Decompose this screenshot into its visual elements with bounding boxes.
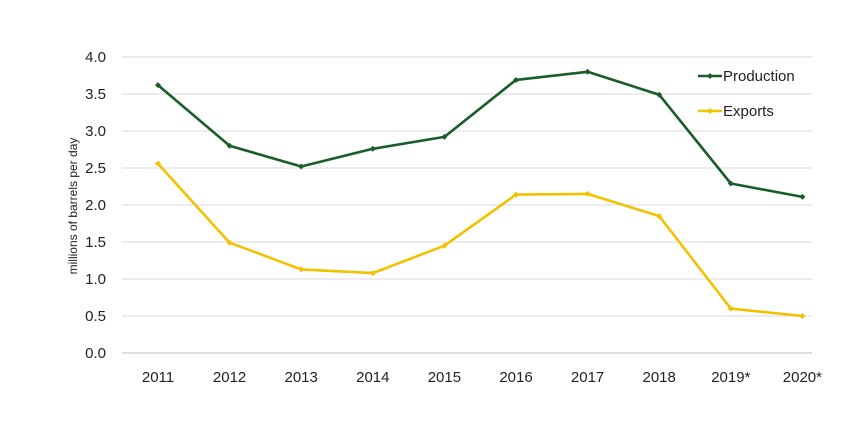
x-tick-label: 2020*	[783, 369, 822, 386]
production-point	[656, 91, 663, 98]
exports-point	[369, 270, 376, 277]
production-point	[369, 145, 376, 152]
x-tick-label: 2016	[499, 369, 532, 386]
y-tick-label: 3.5	[85, 86, 106, 103]
x-tick-label: 2017	[571, 369, 604, 386]
x-axis-ticks: 2011 2012 2013 2014 2015 2016 2017 2018 2019* 202…	[142, 369, 822, 386]
production-point	[727, 180, 734, 187]
production-point	[298, 163, 305, 170]
series-production	[155, 68, 806, 200]
series	[155, 68, 806, 319]
y-tick-label: 0.0	[85, 345, 106, 362]
legend-item-exports: Exports	[698, 103, 774, 120]
exports-point	[799, 313, 806, 319]
y-tick-label: 2.0	[85, 197, 106, 214]
exports-point	[155, 160, 161, 167]
production-point	[155, 82, 161, 89]
y-tick-label: 3.0	[85, 123, 106, 140]
legend-label: Production	[723, 68, 795, 85]
legend-marker	[707, 73, 713, 79]
x-tick-label: 2015	[428, 369, 461, 386]
production-point	[441, 133, 448, 140]
y-tick-label: 1.5	[85, 234, 106, 251]
y-axis-label: millions of barrels per day	[66, 138, 80, 275]
legend-marker	[707, 108, 713, 114]
exports-line	[156, 162, 804, 318]
gridlines	[122, 56, 812, 354]
x-tick-label: 2018	[643, 369, 676, 386]
legend: Production Exports	[698, 68, 795, 120]
x-tick-label: 2012	[213, 369, 246, 386]
y-tick-label: 2.5	[85, 160, 106, 177]
exports-point	[727, 305, 734, 312]
y-tick-label: 0.5	[85, 308, 106, 325]
exports-point	[656, 213, 663, 220]
legend-item-production: Production	[698, 68, 795, 85]
exports-point	[226, 239, 233, 246]
y-axis-ticks: 0.0 0.5 1.0 1.5 2.0 2.5 3.0 3.5 4.0	[85, 49, 106, 362]
production-point	[513, 76, 519, 83]
exports-point	[513, 191, 519, 198]
x-tick-label: 2011	[142, 369, 174, 386]
y-tick-label: 4.0	[85, 49, 106, 66]
production-line	[156, 70, 804, 199]
production-point	[799, 193, 806, 200]
legend-label: Exports	[723, 103, 774, 120]
x-tick-label: 2013	[285, 369, 318, 386]
x-tick-label: 2019*	[711, 369, 750, 386]
production-point	[226, 142, 233, 149]
exports-point	[441, 242, 448, 249]
x-tick-label: 2014	[356, 369, 389, 386]
y-tick-label: 1.0	[85, 271, 106, 288]
series-exports	[155, 160, 806, 319]
production-point	[584, 68, 591, 75]
exports-point	[298, 266, 305, 273]
exports-point	[584, 190, 591, 197]
